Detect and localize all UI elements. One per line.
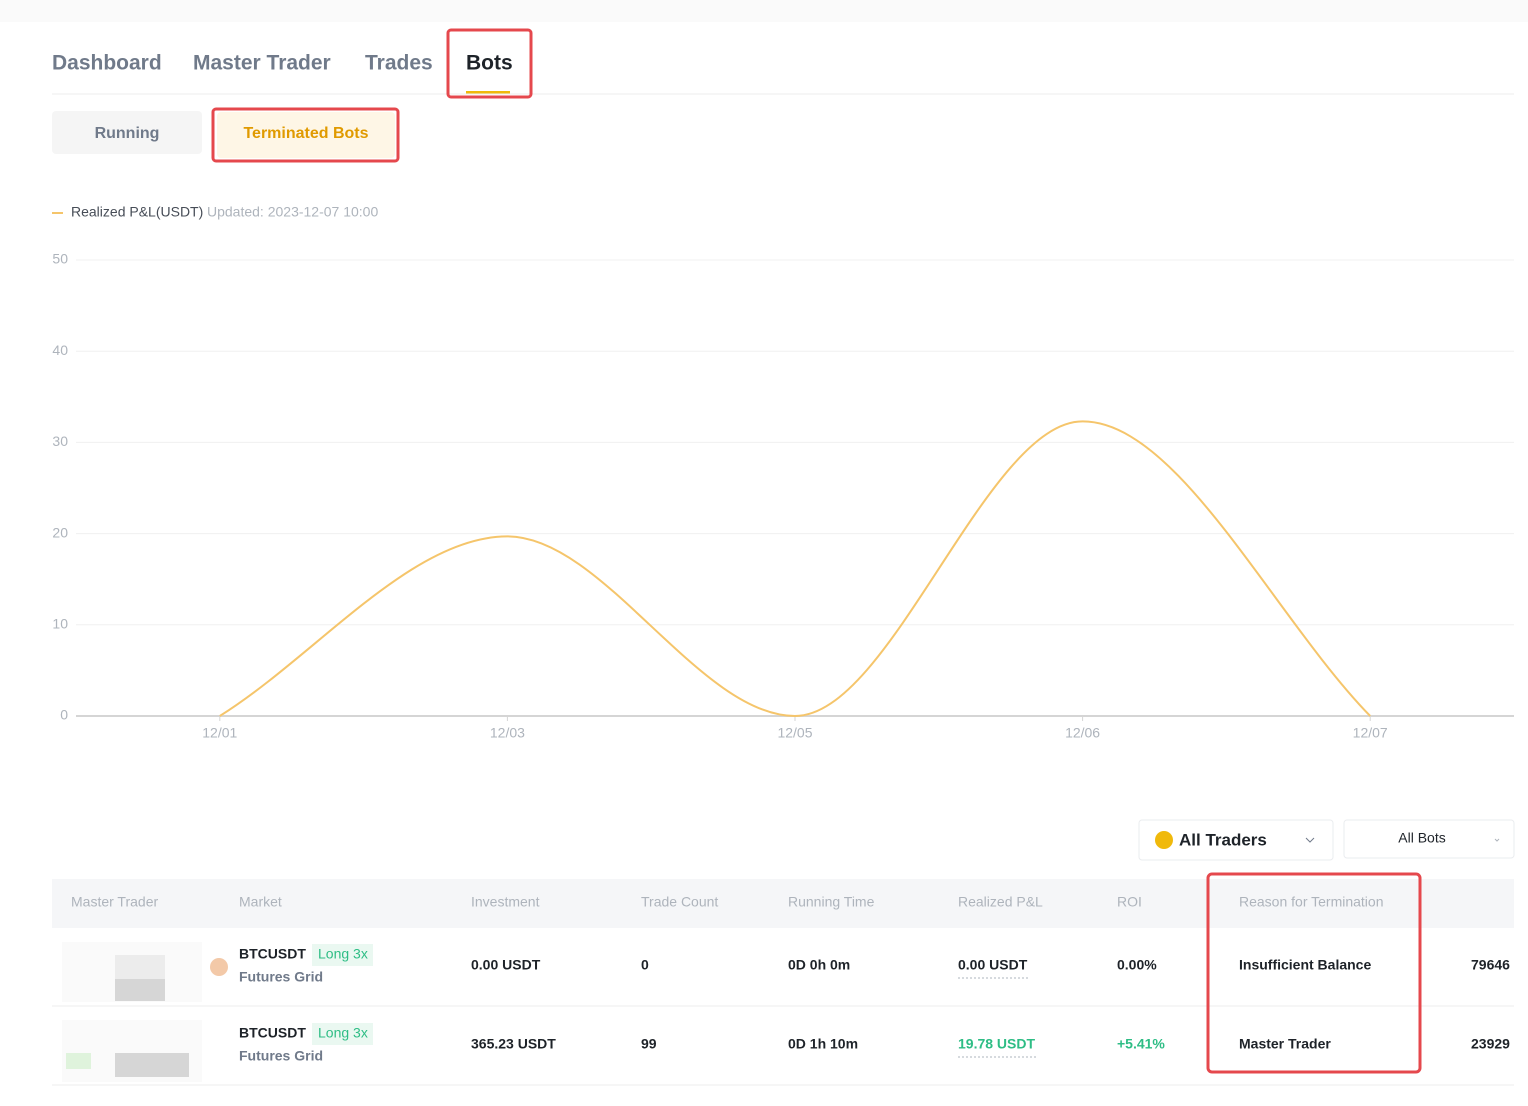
- blurred-avatar: [115, 979, 165, 1001]
- chart: 0 10 20 30 40 50 12/01 12/03 12/05 12/06 12/07: [52, 251, 1514, 741]
- x-tick-label: 12/01: [202, 725, 237, 741]
- subtab[interactable]: Running: [95, 125, 160, 142]
- cell: 365.23 USDT: [471, 1036, 556, 1052]
- th: Trade Count: [641, 894, 718, 910]
- bot-icon: [210, 958, 228, 976]
- y-tick-label: 50: [52, 251, 68, 267]
- tab[interactable]: Trades: [365, 52, 433, 75]
- subtab-bg: [52, 111, 202, 154]
- dropdown-label[interactable]: All Traders: [1179, 830, 1267, 849]
- y-tick-label: 30: [52, 433, 68, 449]
- symbol: BTCUSDT: [239, 946, 306, 962]
- cell: Master Trader: [1239, 1036, 1331, 1052]
- tab-active[interactable]: Bots: [466, 52, 513, 75]
- y-tick-label: 40: [52, 342, 68, 358]
- highlight: [1206, 872, 1422, 1074]
- subtab-bg: [217, 112, 395, 158]
- top-shadow: [0, 0, 1528, 22]
- blurred-avatar: [115, 1053, 189, 1077]
- chevron: [1305, 837, 1315, 843]
- chevron: [1494, 838, 1500, 842]
- tab-underline: [466, 91, 510, 94]
- x-tick-label: 12/06: [1065, 725, 1100, 741]
- th: ROI: [1117, 894, 1142, 910]
- dropdown[interactable]: [1138, 819, 1334, 861]
- highlight: [211, 107, 400, 163]
- y-tick-label: 20: [52, 524, 68, 540]
- line: [219, 420, 1371, 718]
- cell: 79646: [1471, 957, 1510, 973]
- th: Investment: [471, 894, 540, 910]
- cell: 99: [641, 1036, 657, 1052]
- side-tag: Long 3x: [318, 1025, 368, 1041]
- tab[interactable]: Master Trader: [193, 52, 331, 75]
- symbol: BTCUSDT: [239, 1025, 306, 1041]
- tab[interactable]: Dashboard: [52, 52, 162, 75]
- x-tick-label: 12/07: [1353, 725, 1388, 741]
- cell: 0D 1h 10m: [788, 1036, 858, 1052]
- legend-label: Realized P&L(USDT): [71, 204, 203, 220]
- bot-kind: Futures Grid: [239, 1048, 323, 1064]
- th: Reason for Termination: [1239, 894, 1383, 910]
- th: Realized P&L: [958, 894, 1043, 910]
- avatar-icon: [1155, 831, 1173, 849]
- cell: +5.41%: [1117, 1036, 1165, 1052]
- updated-label: Updated: 2023-12-07 10:00: [207, 204, 378, 220]
- cell: 0.00 USDT: [958, 957, 1028, 973]
- x-tick-label: 12/05: [777, 725, 812, 741]
- y-tick-label: 10: [52, 616, 68, 632]
- dropdown[interactable]: [1343, 819, 1515, 859]
- bot-kind: Futures Grid: [239, 969, 323, 985]
- table-header-bg: [52, 879, 1514, 928]
- blurred-avatar: [115, 955, 165, 979]
- cell: 23929: [1471, 1036, 1510, 1052]
- cell: 0: [641, 957, 649, 973]
- cell: 0.00%: [1117, 957, 1157, 973]
- dropdown-label[interactable]: All Bots: [1398, 830, 1445, 846]
- y-tick-label: 0: [60, 707, 68, 723]
- tag-bg: [312, 1023, 373, 1045]
- th: Master Trader: [71, 894, 158, 910]
- cell: 0.00 USDT: [471, 957, 541, 973]
- side-tag: Long 3x: [318, 946, 368, 962]
- subtab-active[interactable]: Terminated Bots: [243, 125, 368, 142]
- cell: 19.78 USDT: [958, 1036, 1035, 1052]
- cell: 0D 0h 0m: [788, 957, 850, 973]
- x-tick-label: 12/03: [490, 725, 525, 741]
- cell: Insufficient Balance: [1239, 957, 1371, 973]
- th: Running Time: [788, 894, 875, 910]
- highlight: [446, 28, 533, 99]
- tag-bg: [312, 944, 373, 966]
- th: Market: [239, 894, 282, 910]
- blurred-avatar: [66, 1053, 91, 1069]
